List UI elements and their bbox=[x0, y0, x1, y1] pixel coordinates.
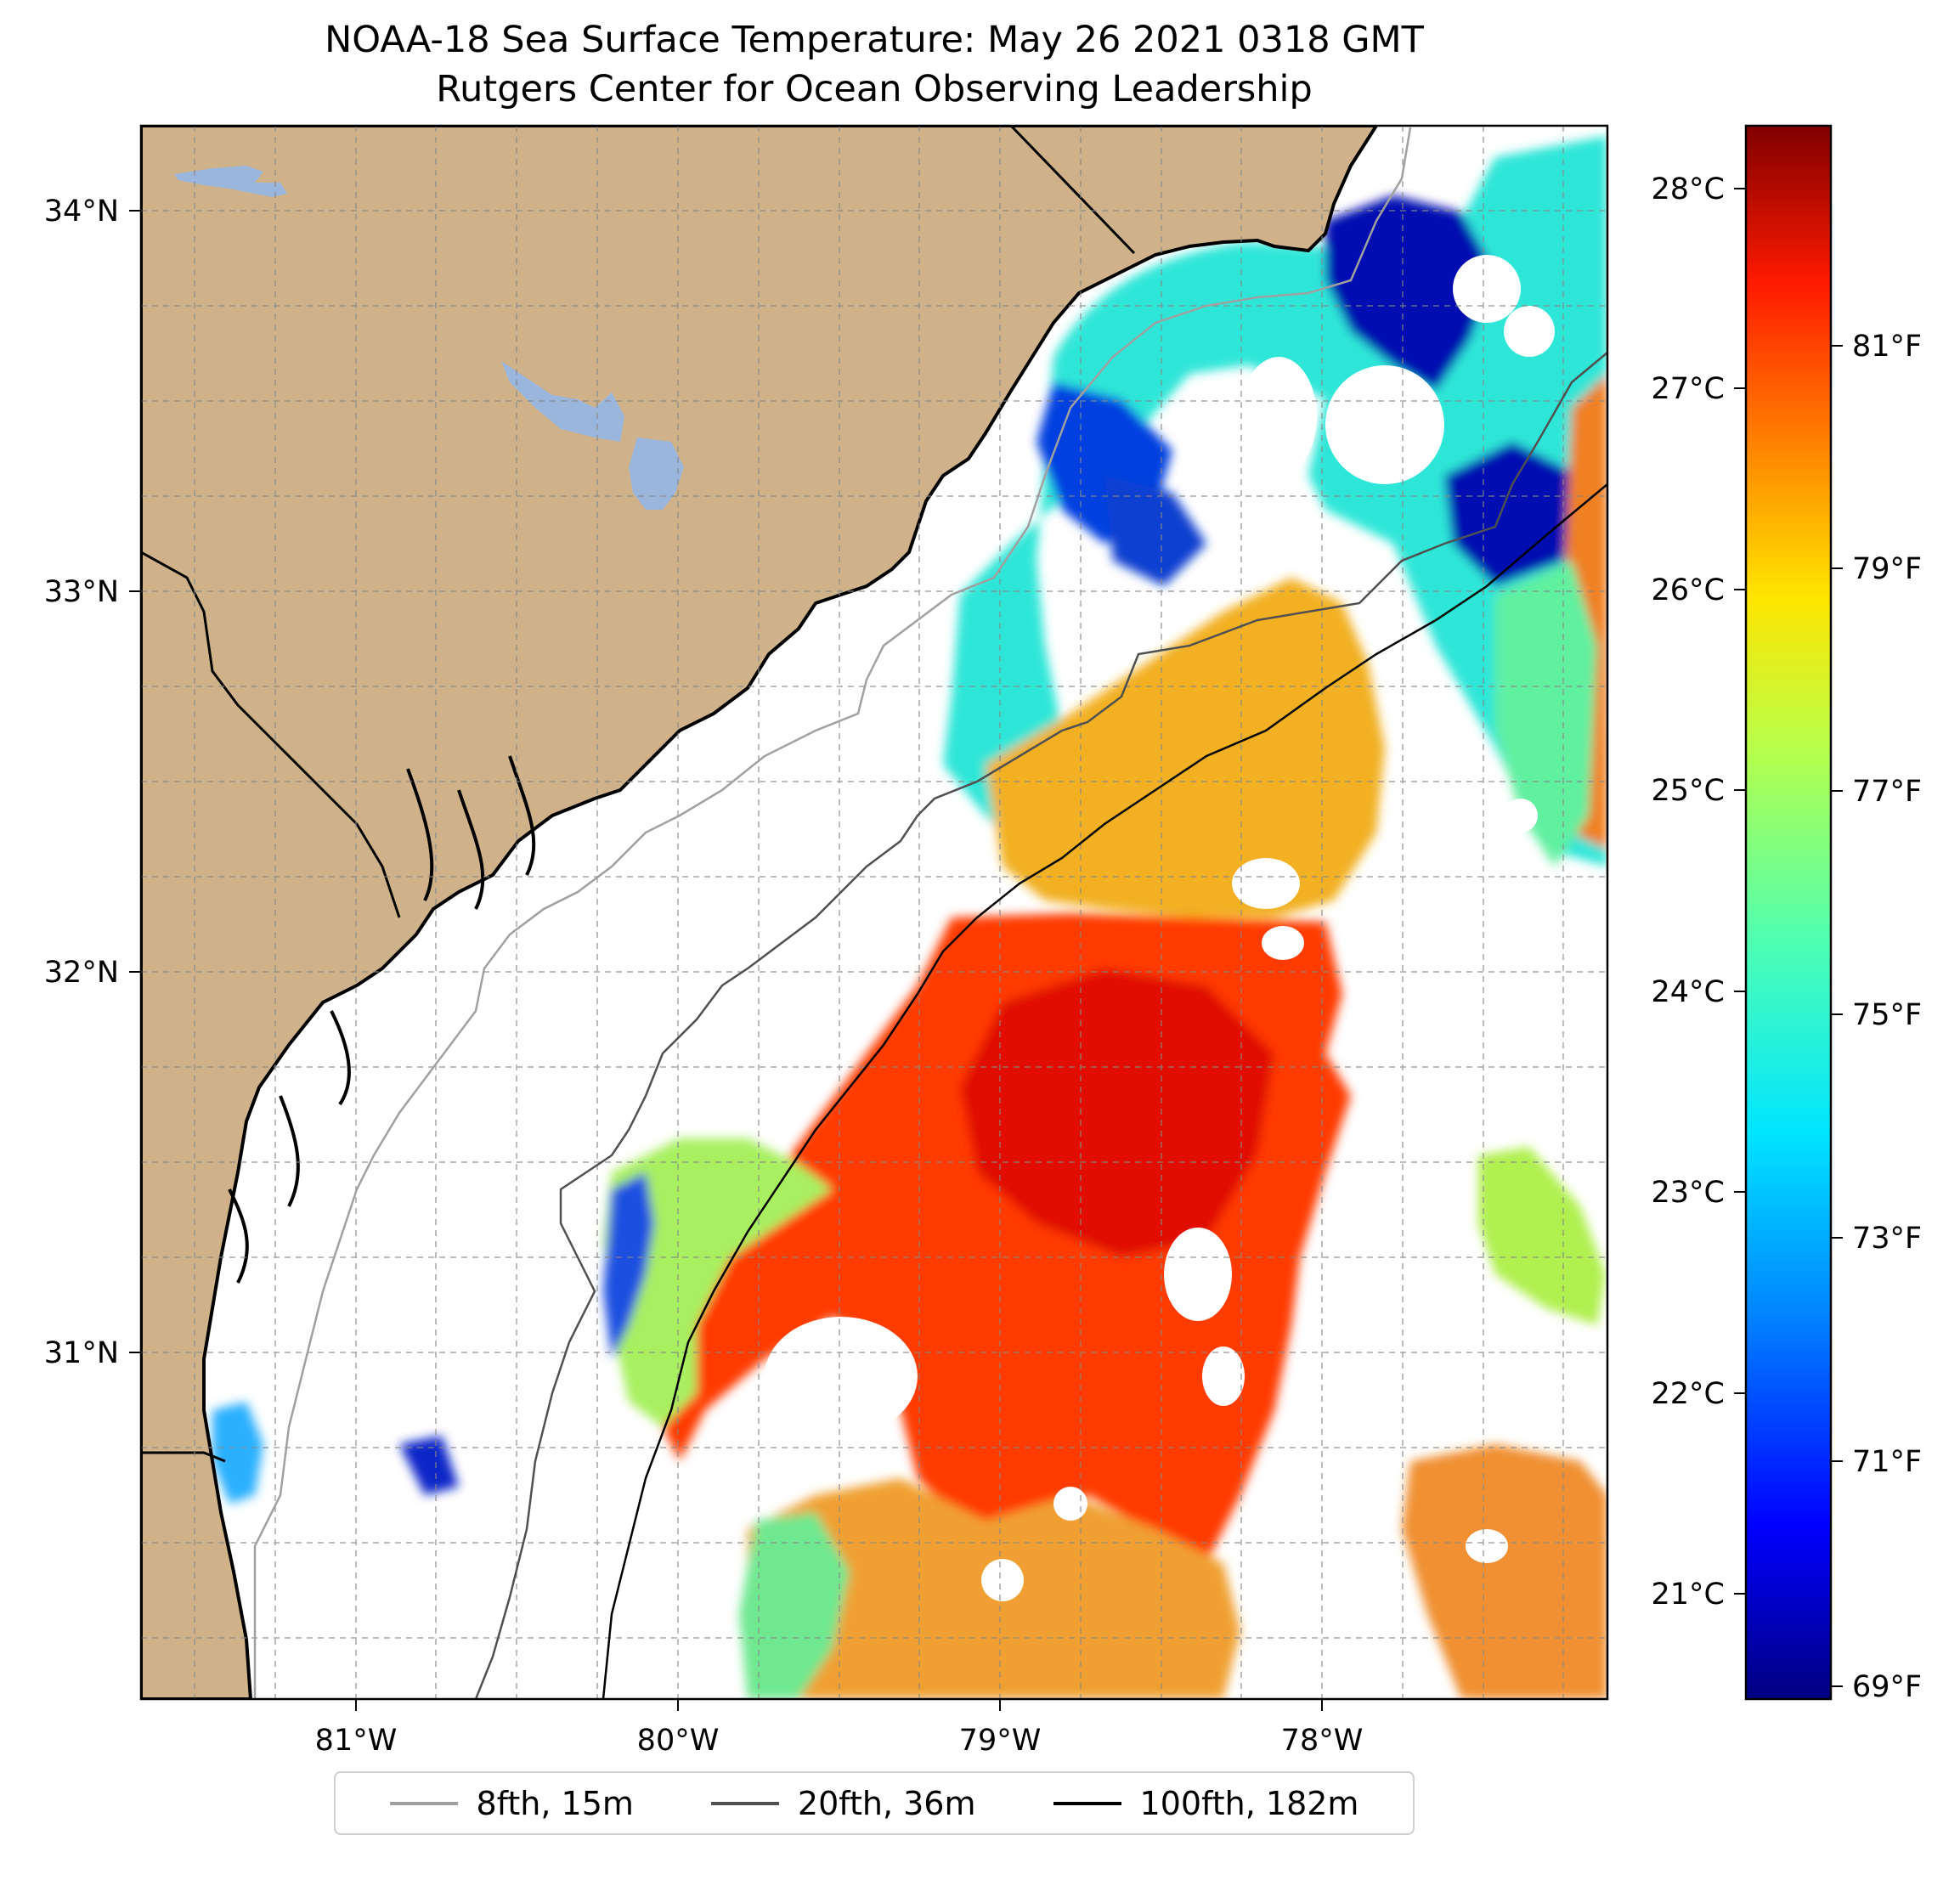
fahrenheit-tick-label: 71°F bbox=[1852, 1445, 1922, 1479]
sst-hot-core bbox=[960, 968, 1274, 1257]
celsius-tick-label: 26°C bbox=[1652, 573, 1725, 607]
map-area bbox=[141, 126, 1607, 1699]
lon-tick-label: 78°W bbox=[1281, 1724, 1364, 1758]
sst-cold-pocket bbox=[1104, 476, 1206, 586]
state-boundary bbox=[141, 550, 401, 918]
lon-tick-label: 80°W bbox=[637, 1724, 720, 1758]
legend-label: 100fth, 182m bbox=[1139, 1784, 1359, 1822]
sst-cold-pocket bbox=[1325, 195, 1495, 391]
celsius-tick-label: 22°C bbox=[1652, 1377, 1725, 1411]
isobath-8fth bbox=[253, 127, 1412, 1699]
lat-tick-label: 31°N bbox=[44, 1336, 119, 1370]
legend-label: 20fth, 36m bbox=[797, 1784, 976, 1822]
isobath-100fth bbox=[602, 483, 1607, 1699]
celsius-tick-label: 24°C bbox=[1652, 975, 1725, 1009]
cloud-mask bbox=[765, 255, 1555, 1699]
legend-item-100fth: 100fth, 182m bbox=[1053, 1784, 1359, 1822]
sst-east-patch bbox=[1478, 1147, 1606, 1325]
colorbar-ticks bbox=[1734, 188, 1843, 1687]
fahrenheit-tick-label: 81°F bbox=[1852, 330, 1922, 364]
fahrenheit-tick-labels: 81°F 79°F 77°F 75°F 73°F 71°F 69°F bbox=[1852, 330, 1922, 1704]
celsius-tick-label: 27°C bbox=[1652, 372, 1725, 406]
sst-east-mixed bbox=[1495, 561, 1597, 867]
celsius-tick-label: 25°C bbox=[1652, 774, 1725, 808]
lon-tick-labels: 81°W 80°W 79°W 78°W bbox=[315, 1724, 1364, 1758]
sst-southeast-patch bbox=[1402, 1444, 1607, 1699]
sst-transition-zone bbox=[986, 578, 1385, 917]
fahrenheit-tick-label: 75°F bbox=[1852, 998, 1922, 1032]
lat-tick-label: 32°N bbox=[44, 956, 119, 990]
lat-tick-label: 33°N bbox=[44, 575, 119, 609]
lake bbox=[629, 438, 684, 510]
axis-ticks bbox=[129, 210, 1323, 1711]
fahrenheit-tick-label: 69°F bbox=[1852, 1670, 1922, 1704]
sst-coastal-patch bbox=[399, 1436, 459, 1495]
gridlines bbox=[141, 126, 1607, 1699]
title-line-1: NOAA-18 Sea Surface Temperature: May 26 … bbox=[325, 19, 1424, 61]
legend-swatch bbox=[710, 1801, 779, 1805]
sst-field bbox=[212, 136, 1607, 1699]
lat-tick-label: 34°N bbox=[44, 195, 119, 229]
sst-cold-pocket bbox=[1444, 442, 1580, 586]
legend-item-20fth: 20fth, 36m bbox=[710, 1784, 976, 1822]
lat-tick-labels: 34°N 33°N 32°N 31°N bbox=[44, 195, 119, 1370]
title-line-2: Rutgers Center for Ocean Observing Leade… bbox=[436, 68, 1313, 110]
legend-swatch bbox=[389, 1801, 458, 1805]
state-boundary-south bbox=[141, 1451, 226, 1463]
fahrenheit-tick-label: 73°F bbox=[1852, 1222, 1922, 1256]
sst-south-green bbox=[739, 1512, 850, 1699]
legend-swatch bbox=[1053, 1801, 1121, 1805]
legend-label: 8fth, 15m bbox=[476, 1784, 634, 1822]
celsius-tick-label: 23°C bbox=[1652, 1176, 1725, 1210]
celsius-tick-label: 28°C bbox=[1652, 172, 1725, 206]
estuaries bbox=[228, 755, 536, 1284]
fahrenheit-tick-label: 77°F bbox=[1852, 775, 1922, 809]
legend-item-8fth: 8fth, 15m bbox=[389, 1784, 634, 1822]
legend: 8fth, 15m 20fth, 36m 100fth, 182m bbox=[334, 1771, 1415, 1835]
lon-tick-label: 79°W bbox=[959, 1724, 1042, 1758]
isobath-20fth bbox=[474, 352, 1607, 1699]
chart-title: NOAA-18 Sea Surface Temperature: May 26 … bbox=[141, 15, 1607, 114]
colorbar bbox=[1744, 124, 1833, 1701]
fahrenheit-tick-label: 79°F bbox=[1852, 552, 1922, 586]
map-frame bbox=[139, 124, 1609, 1701]
state-boundary-north bbox=[1009, 126, 1136, 255]
sst-west-edge bbox=[603, 1172, 654, 1359]
celsius-tick-label: 21°C bbox=[1652, 1578, 1725, 1612]
lon-tick-label: 81°W bbox=[315, 1724, 398, 1758]
sst-coastal-patch bbox=[212, 1402, 263, 1504]
celsius-tick-labels: 28°C 27°C 26°C 25°C 24°C 23°C 22°C 21°C bbox=[1652, 172, 1725, 1612]
lake bbox=[174, 166, 287, 197]
